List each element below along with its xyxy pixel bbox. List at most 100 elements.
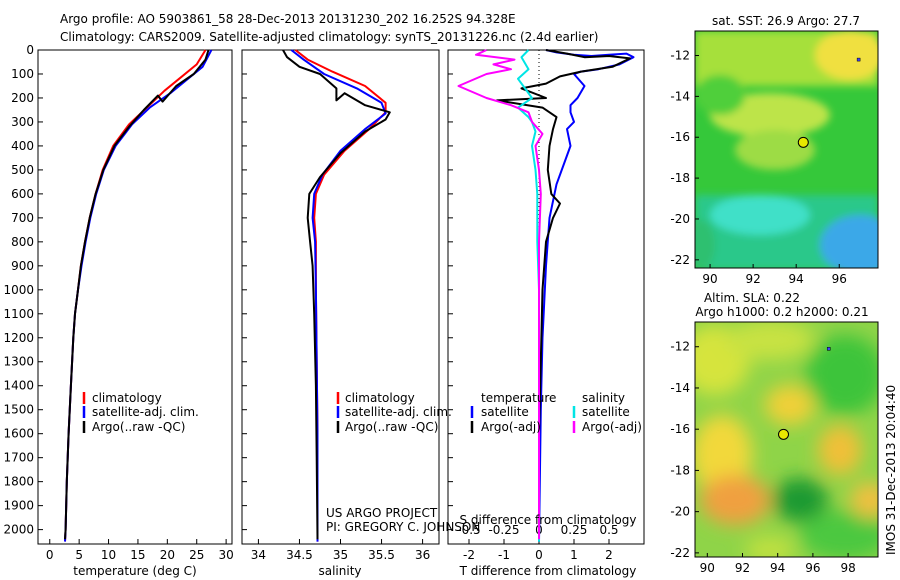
map-y-tick-label: -22 bbox=[670, 546, 690, 560]
x-tick-label: 20 bbox=[160, 548, 175, 562]
series-line-climatology bbox=[64, 49, 207, 542]
difference-axes bbox=[447, 49, 645, 545]
map-x-tick-label: 98 bbox=[840, 561, 855, 575]
map-x-tick-label: 96 bbox=[832, 272, 847, 286]
x-tick-label: 2 bbox=[605, 548, 613, 562]
y-tick-label: 200 bbox=[11, 91, 34, 105]
series-line-argo-raw-qc- bbox=[282, 49, 391, 540]
y-tick-label: 1700 bbox=[3, 451, 34, 465]
map-y-tick-label: -14 bbox=[670, 89, 690, 103]
difference-xlabel: T difference from climatology bbox=[459, 564, 637, 578]
x2-tick-label: -0.25 bbox=[488, 523, 519, 537]
sla-map-subtitle: Argo h1000: 0.2 h2000: 0.21 bbox=[695, 305, 868, 319]
map-x-tick-label: 96 bbox=[805, 561, 820, 575]
series-line-argo-raw-qc- bbox=[64, 49, 210, 540]
sla-other-marker bbox=[826, 347, 831, 351]
y-tick-label: 1200 bbox=[3, 331, 34, 345]
series-line-s-satellite bbox=[517, 49, 540, 542]
y-tick-label: 900 bbox=[11, 259, 34, 273]
difference-legend: temperature satellite Argo(-adj) salinit… bbox=[470, 391, 642, 434]
x-tick-label: 35 bbox=[333, 548, 348, 562]
series-line-t-satellite bbox=[538, 49, 635, 542]
y-tick-label: 1900 bbox=[3, 499, 34, 513]
pi-label: PI: GREGORY C. JOHNSON bbox=[326, 520, 480, 534]
map-y-tick-label: -20 bbox=[670, 212, 690, 226]
y-tick-label: 700 bbox=[11, 211, 34, 225]
map-x-tick-label: 90 bbox=[702, 272, 717, 286]
y-tick-label: 1300 bbox=[3, 355, 34, 369]
x-tick-label: 30 bbox=[218, 548, 233, 562]
legend-satellite-label: satellite-adj. clim. bbox=[345, 405, 452, 419]
temperature-xlabel: temperature (deg C) bbox=[73, 564, 196, 578]
series-line-satellite-adj-clim- bbox=[64, 49, 213, 542]
sst-map-field bbox=[695, 31, 878, 268]
series-line-s-argo bbox=[457, 49, 544, 540]
x-tick-label: 10 bbox=[101, 548, 116, 562]
map-y-tick-label: -18 bbox=[670, 171, 690, 185]
sst-map-title: sat. SST: 26.9 Argo: 27.7 bbox=[712, 14, 860, 28]
salinity-axes bbox=[241, 49, 440, 545]
legend-satellite-label: satellite-adj. clim. bbox=[92, 405, 199, 419]
imos-stamp: IMOS 31-Dec-2013 20:04:40 bbox=[884, 385, 898, 555]
legend-climatology-label: climatology bbox=[345, 391, 415, 405]
difference-xlabel-salinity: S difference from climatology bbox=[460, 513, 637, 527]
difference-panel: -2 -1 0 1 2-0.5 -0.25 0 0.25 0.5 bbox=[448, 49, 635, 562]
x2-tick-label: 0.5 bbox=[599, 523, 618, 537]
y-tick-label: 500 bbox=[11, 163, 34, 177]
map-x-tick-label: 94 bbox=[789, 272, 804, 286]
temperature-panel: 0 5 10 15 20 25 300100200300400500600700800900… bbox=[3, 43, 233, 562]
sla-float-marker bbox=[778, 428, 790, 440]
y-tick-label: 300 bbox=[11, 115, 34, 129]
sla-map-frame bbox=[694, 321, 879, 558]
legend-temperature-title: temperature bbox=[481, 391, 556, 405]
map-y-tick-label: -12 bbox=[670, 49, 690, 63]
series-line-t-argo bbox=[496, 49, 631, 540]
series-line-satellite-adj-clim- bbox=[290, 49, 387, 542]
legend-t-argo-label: Argo(-adj) bbox=[481, 420, 541, 434]
map-y-tick-label: -14 bbox=[670, 381, 690, 395]
sst-other-marker bbox=[856, 57, 861, 62]
sla-map-title: Altim. SLA: 0.22 bbox=[704, 291, 800, 305]
legend-s-argo-label: Argo(-adj) bbox=[582, 420, 642, 434]
header-title: Argo profile: AO 5903861_58 28-Dec-2013 … bbox=[60, 12, 516, 26]
y-tick-label: 1400 bbox=[3, 379, 34, 393]
salinity-xlabel: salinity bbox=[318, 564, 361, 578]
sla-map-axes: 90 92 94 96 98 -12 -14 -16 -18 -20 -22 bbox=[670, 340, 855, 575]
x2-tick-label: 0.25 bbox=[561, 523, 588, 537]
legend-s-satellite-label: satellite bbox=[582, 405, 630, 419]
x-tick-label: 0 bbox=[46, 548, 54, 562]
y-tick-label: 800 bbox=[11, 235, 34, 249]
y-tick-label: 1000 bbox=[3, 283, 34, 297]
x-tick-label: 34 bbox=[251, 548, 266, 562]
legend-salinity-title: salinity bbox=[582, 391, 625, 405]
y-tick-label: 2000 bbox=[3, 523, 34, 537]
legend-t-satellite-label: satellite bbox=[481, 405, 529, 419]
x2-tick-label: -0.5 bbox=[457, 523, 480, 537]
y-tick-label: 0 bbox=[26, 43, 34, 57]
x-tick-label: 25 bbox=[189, 548, 204, 562]
x-tick-label: 5 bbox=[75, 548, 83, 562]
legend-climatology-label: climatology bbox=[92, 391, 162, 405]
map-y-tick-label: -16 bbox=[670, 422, 690, 436]
y-tick-label: 600 bbox=[11, 187, 34, 201]
map-y-tick-label: -16 bbox=[670, 130, 690, 144]
y-tick-label: 1800 bbox=[3, 475, 34, 489]
x-tick-label: 15 bbox=[130, 548, 145, 562]
sst-float-marker bbox=[797, 136, 809, 148]
legend-argo-label: Argo(..raw -QC) bbox=[92, 420, 185, 434]
sst-map-frame bbox=[694, 30, 879, 269]
temperature-legend: climatology satellite-adj. clim. Argo(..… bbox=[82, 391, 199, 434]
y-tick-label: 100 bbox=[11, 67, 34, 81]
sst-map-axes: 90 92 94 96 -12 -14 -16 -18 -20 -22 bbox=[670, 49, 846, 286]
y-tick-label: 1500 bbox=[3, 403, 34, 417]
map-y-tick-label: -12 bbox=[670, 340, 690, 354]
project-label: US ARGO PROJECT bbox=[326, 506, 438, 520]
x-tick-label: 35.5 bbox=[368, 548, 395, 562]
y-tick-label: 400 bbox=[11, 139, 34, 153]
x-tick-label: -1 bbox=[498, 548, 510, 562]
legend-argo-label: Argo(..raw -QC) bbox=[345, 420, 438, 434]
map-y-tick-label: -18 bbox=[670, 463, 690, 477]
y-tick-label: 1600 bbox=[3, 427, 34, 441]
x-tick-label: 36 bbox=[415, 548, 430, 562]
